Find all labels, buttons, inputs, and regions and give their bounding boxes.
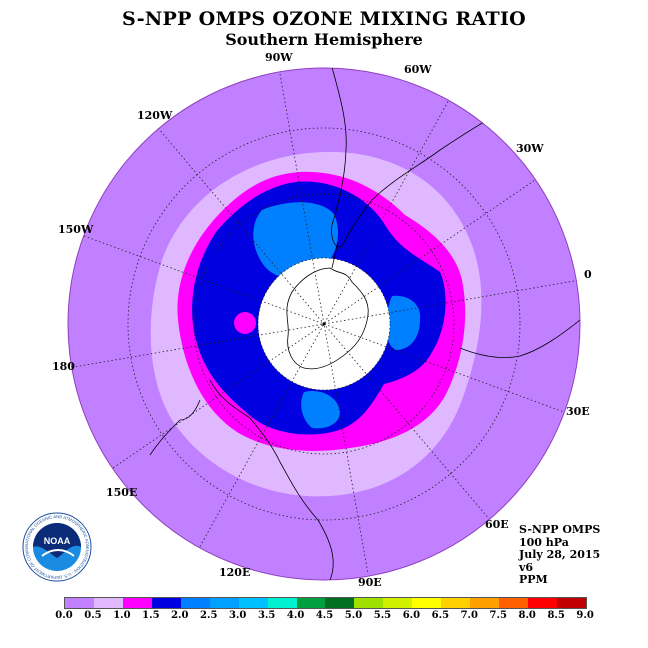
colorbar-tick-label: 1.5 <box>142 610 160 621</box>
colorbar-tick-label: 6.5 <box>431 610 450 621</box>
colorbar-segment <box>556 598 586 608</box>
colorbar-tick-label: 0.0 <box>55 610 73 621</box>
colorbar-tick-label: 3.5 <box>257 610 276 621</box>
info-units: PPM <box>519 573 548 586</box>
colorbar-ticks: 0.0 0.5 1.0 1.5 2.0 2.5 3.0 3.5 4.0 4.5 5.0 5.5 6.0 6… <box>55 610 594 624</box>
colorbar-tick-label: 8.0 <box>518 610 536 621</box>
colorbar-tick-label: 5.5 <box>373 610 392 621</box>
australia-outline <box>209 379 334 580</box>
colorbar-tick-label: 5.0 <box>344 610 363 621</box>
info-level: 100 hPa <box>519 535 569 549</box>
band-2.0-2.5-c <box>301 390 340 429</box>
lon-label-90e: 90E <box>358 576 382 589</box>
colorbar-tick-label: 4.5 <box>315 610 334 621</box>
colorbar-tick-label: 1.0 <box>113 610 131 621</box>
antarctica-outline <box>286 267 369 370</box>
lon-label-30w: 30W <box>516 142 544 155</box>
latitude-circle-3 <box>127 127 521 521</box>
colorbar-tick-label: 8.5 <box>547 610 565 621</box>
meridian-90 <box>279 73 369 575</box>
colorbar-segment <box>325 598 355 608</box>
colorbar-tick-label: 0.5 <box>84 610 102 621</box>
colorbar-segment <box>499 598 528 608</box>
lon-label-60w: 60W <box>404 63 432 76</box>
info-date: July 28, 2015 <box>519 548 601 561</box>
colorbar-tick-label: 3.0 <box>228 610 247 621</box>
colorbar-segment <box>209 598 239 608</box>
south-america-outline <box>329 68 506 248</box>
colorbar-tick-label: 7.0 <box>460 610 478 621</box>
colorbar-segment <box>65 598 94 608</box>
info-instrument: S-NPP OMPS <box>519 523 601 536</box>
colorbar-segment <box>151 598 181 608</box>
info-box: S-NPP OMPS 100 hPa July 28, 2015 v6 PPM <box>519 523 601 587</box>
colorbar-tick-label: 4.0 <box>286 610 305 621</box>
meridian-150 <box>83 235 565 413</box>
meridian-0-180 <box>68 279 580 369</box>
lon-label-150w: 150W <box>58 223 94 236</box>
lon-label-150e: 150E <box>106 486 138 499</box>
colorbar-segment <box>296 598 326 608</box>
latitude-circle-1 <box>257 257 391 391</box>
band-1.0-1.5-patch <box>234 312 256 334</box>
colorbar <box>64 597 587 609</box>
colorbar-segment <box>93 598 123 608</box>
colorbar-tick-label: 2.5 <box>200 610 218 621</box>
lon-label-180: 180 <box>52 360 75 373</box>
latitude-circle-2 <box>193 193 455 455</box>
map-subtitle: Southern Hemisphere <box>225 30 423 49</box>
colorbar-segment <box>267 598 297 608</box>
colorbar-tick-label: 7.5 <box>489 610 507 621</box>
info-version: v6 <box>519 560 534 574</box>
noaa-logo-text: NOAA <box>44 536 71 546</box>
colorbar-segment <box>470 598 500 608</box>
colorbar-segment <box>180 598 210 608</box>
colorbar-tick-label: 6.0 <box>402 610 421 621</box>
lon-label-90w: 90W <box>265 51 293 64</box>
colorbar-tick-label: 2.0 <box>171 610 189 621</box>
lon-label-60e: 60E <box>485 518 509 531</box>
africa-outline <box>459 319 580 358</box>
map-title: S-NPP OMPS OZONE MIXING RATIO <box>121 8 527 30</box>
lon-label-30e: 30E <box>566 405 590 418</box>
colorbar-segment <box>412 598 442 608</box>
colorbar-tick-label: 9.0 <box>576 610 594 621</box>
colorbar-segment <box>528 598 557 608</box>
south-pole-dot <box>322 322 326 326</box>
lon-label-0: 0 <box>584 268 592 281</box>
colorbar-segment <box>354 598 384 608</box>
australia-west-outline <box>149 399 201 456</box>
colorbar-segment <box>122 598 152 608</box>
lon-label-120w: 120W <box>137 109 173 122</box>
lon-label-120e: 120E <box>219 566 251 579</box>
colorbar-segment <box>441 598 471 608</box>
colorbar-segment <box>383 598 413 608</box>
colorbar-segment <box>238 598 268 608</box>
noaa-logo: NOAA NATIONAL OCEANIC AND ATMOSPHERIC AD… <box>22 512 92 582</box>
